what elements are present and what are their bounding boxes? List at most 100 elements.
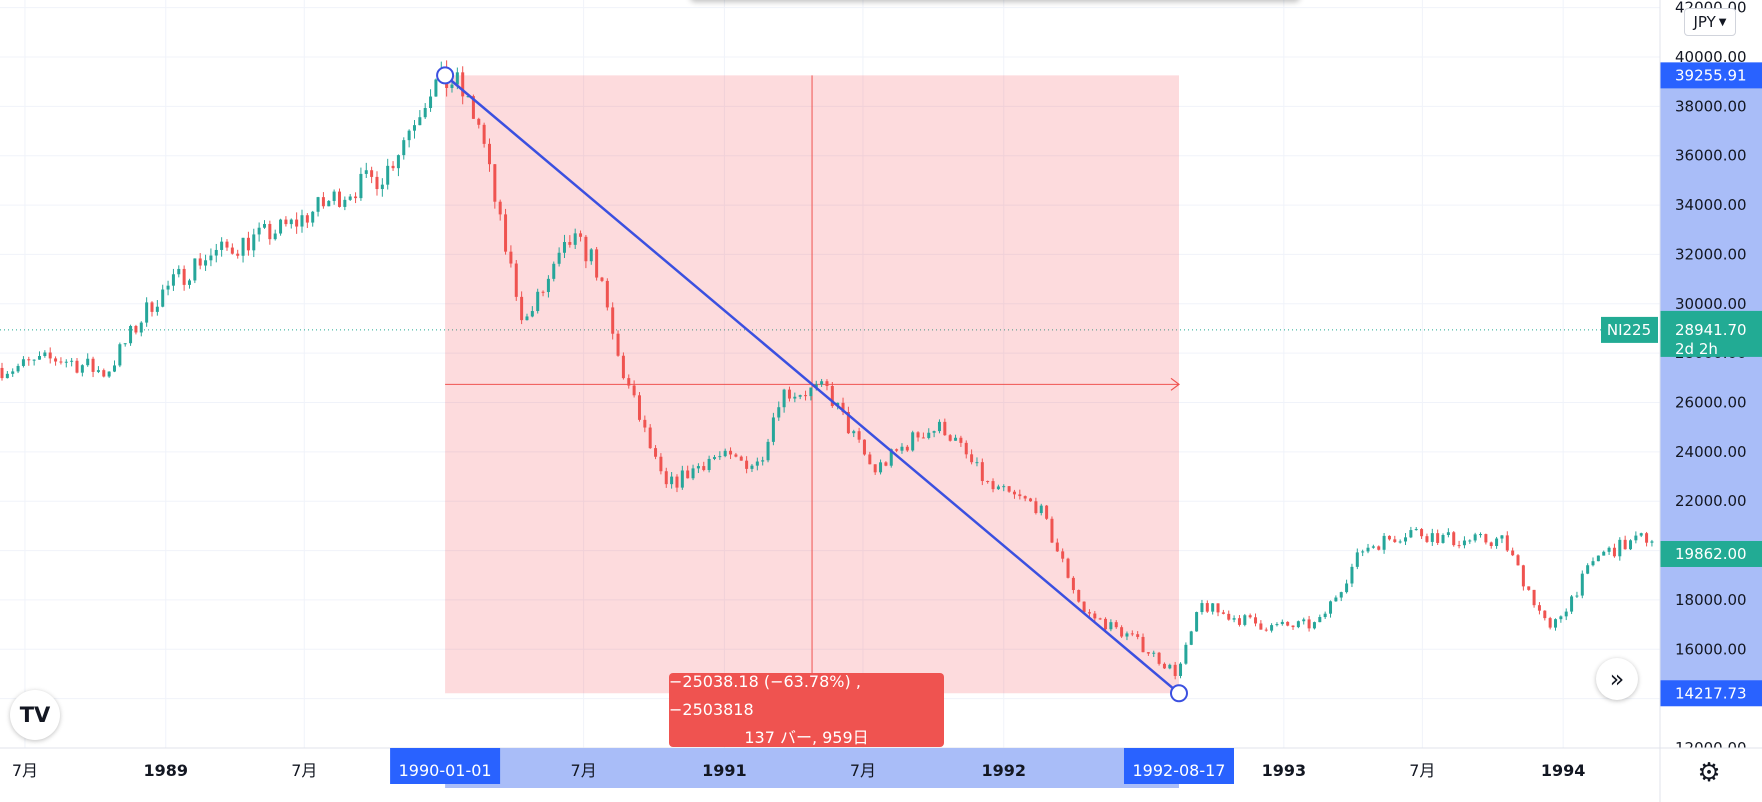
candle-body <box>1179 663 1183 676</box>
candle-body <box>75 360 79 373</box>
candle-body <box>214 249 218 256</box>
candle-body <box>1066 558 1070 578</box>
candle-body <box>1457 545 1461 547</box>
candle-body <box>1125 633 1129 637</box>
candle-body <box>1061 551 1065 559</box>
candle-body <box>1136 634 1140 637</box>
candle-body <box>787 389 791 399</box>
candle-body <box>530 311 534 317</box>
candle-body <box>1077 590 1081 602</box>
candle-body <box>862 439 866 455</box>
candle-body <box>798 395 802 397</box>
candle-body <box>959 437 963 443</box>
candle-body <box>1104 618 1108 630</box>
candle-body <box>220 241 224 250</box>
candle-body <box>1629 540 1633 550</box>
candle-body <box>1152 652 1156 654</box>
candle-body <box>1055 542 1059 552</box>
candle-body <box>718 456 722 458</box>
time-tick-label: 7月 <box>571 761 597 780</box>
candle-body <box>1393 539 1397 543</box>
candle-body <box>1645 533 1649 543</box>
candle-body <box>1366 547 1370 552</box>
candle-body <box>1200 603 1204 613</box>
candle-body <box>343 199 347 207</box>
candle-body <box>59 361 63 363</box>
candle-body <box>621 355 625 379</box>
candle-body <box>809 387 813 397</box>
candle-body <box>921 437 925 439</box>
candle-body <box>1602 551 1606 556</box>
candle-body <box>536 291 540 312</box>
price-tick-label: 32000.00 <box>1675 245 1747 263</box>
candle-body <box>1205 603 1209 612</box>
candle-body <box>616 333 620 356</box>
candle-body <box>943 421 947 436</box>
candle-body <box>552 263 556 279</box>
candle-body <box>1259 623 1263 630</box>
candle-body <box>884 462 888 466</box>
currency-selector[interactable]: JPY ▼ <box>1684 8 1736 36</box>
candle-body <box>482 124 486 144</box>
candle-body <box>321 197 325 207</box>
candle-body <box>316 197 320 212</box>
tradingview-logo-icon[interactable]: TV <box>10 690 60 740</box>
candle-body <box>1495 538 1499 547</box>
price-tick-label: 34000.00 <box>1675 196 1747 214</box>
measure-stats-line1: −25038.18 (−63.78%) , −2503818 <box>669 672 861 719</box>
time-tick-label: 1993 <box>1262 761 1307 780</box>
candle-body <box>1275 624 1279 626</box>
candle-body <box>461 72 465 97</box>
time-tick-label: 7月 <box>291 761 317 780</box>
candle-body <box>686 470 690 479</box>
candle-body <box>1564 611 1568 617</box>
candle-body <box>1398 541 1402 543</box>
candle-body <box>675 476 679 488</box>
candle-body <box>70 360 74 362</box>
candle-body <box>1227 613 1231 620</box>
candle-body <box>107 371 111 377</box>
candle-body <box>1511 550 1515 556</box>
candle-body <box>1286 621 1290 626</box>
candle-body <box>1195 612 1199 632</box>
candle-body <box>139 322 143 333</box>
candle-body <box>1162 663 1166 669</box>
candle-body <box>1521 565 1525 587</box>
candle-body <box>1098 618 1102 620</box>
candle-body <box>375 176 379 190</box>
candle-body <box>643 419 647 428</box>
time-tick-label: 1989 <box>144 761 189 780</box>
candle-body <box>1254 617 1258 624</box>
price-tag-countdown: 2d 2h <box>1675 340 1718 358</box>
candle-body <box>841 402 845 413</box>
candle-body <box>605 280 609 308</box>
candle-body <box>1452 532 1456 546</box>
candle-body <box>1248 615 1252 618</box>
candles <box>0 60 1654 680</box>
candle-body <box>1634 535 1638 541</box>
candle-body <box>171 274 175 286</box>
candle-body <box>1371 546 1375 548</box>
candle-body <box>954 437 958 441</box>
candle-body <box>412 125 416 131</box>
candle-body <box>112 365 116 372</box>
candle-body <box>568 241 572 245</box>
candle-body <box>37 355 41 360</box>
settings-gear-icon[interactable]: ⚙ <box>1697 758 1721 788</box>
candle-body <box>1377 546 1381 550</box>
candle-body <box>1237 618 1241 625</box>
candle-body <box>1639 533 1643 536</box>
price-tag-other: 19862.00 <box>1675 545 1747 563</box>
candle-body <box>895 449 899 451</box>
measure-overlay <box>436 66 1188 703</box>
candle-body <box>1034 501 1038 514</box>
candle-body <box>1173 664 1177 676</box>
candle-body <box>1516 555 1520 566</box>
chevron-down-icon: ▼ <box>1718 16 1727 28</box>
candle-body <box>1291 625 1295 628</box>
scroll-to-realtime-button[interactable]: » <box>1596 658 1638 700</box>
candle-body <box>1570 596 1574 612</box>
candle-body <box>257 227 261 235</box>
